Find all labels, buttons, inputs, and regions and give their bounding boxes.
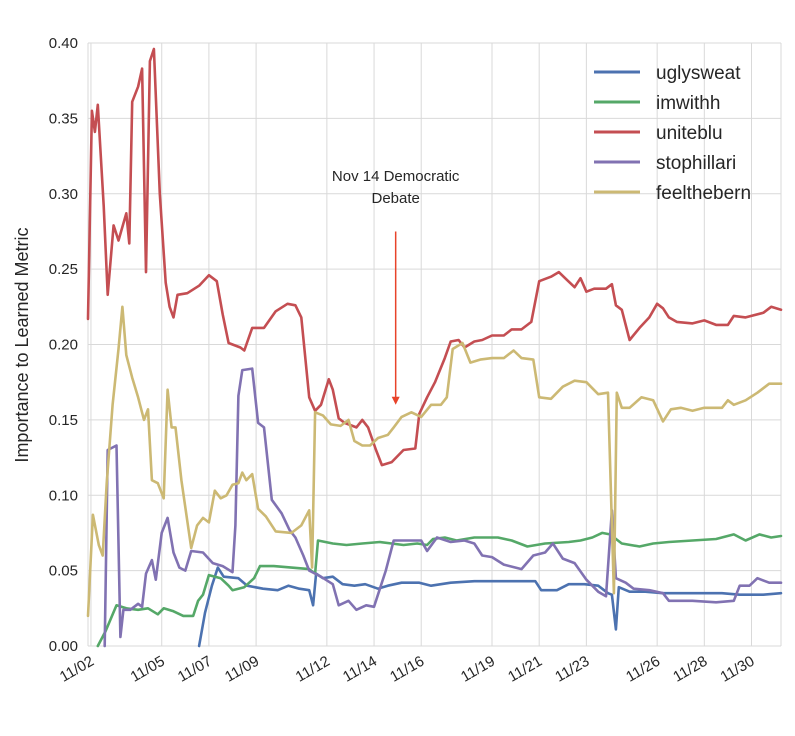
annotation-text-line: Nov 14 Democratic xyxy=(332,168,460,185)
y-tick-label: 0.20 xyxy=(49,337,78,354)
series-lines xyxy=(86,47,783,648)
series-line-imwithh xyxy=(96,531,783,648)
series-feelthebern xyxy=(86,305,783,618)
y-tick-label: 0.15 xyxy=(49,412,78,429)
y-axis-label: Importance to Learned Metric xyxy=(12,227,32,462)
series-line-feelthebern xyxy=(86,305,783,618)
annotation-arrow-head xyxy=(391,396,400,405)
legend-label-feelthebern: feelthebern xyxy=(656,183,751,204)
gridlines xyxy=(87,42,782,647)
series-imwithh xyxy=(96,531,783,648)
legend: uglysweat imwithh uniteblu stophillari feelt… xyxy=(594,63,751,204)
y-tick-label: 0.40 xyxy=(49,35,78,52)
y-tick-label: 0.30 xyxy=(49,186,78,203)
series-line-stophillari xyxy=(103,367,783,648)
series-uglysweat xyxy=(197,566,783,648)
series-line-uniteblu xyxy=(86,47,783,467)
y-axis-tick-labels: 0.00 0.05 0.10 0.15 0.20 0.25 0.30 0.35 0.40 xyxy=(49,35,78,655)
legend-label-imwithh: imwithh xyxy=(656,93,720,114)
y-tick-label: 0.35 xyxy=(49,110,78,127)
debate-annotation: Nov 14 Democratic Debate xyxy=(332,168,460,405)
series-line-uglysweat xyxy=(197,566,783,648)
legend-label-stophillari: stophillari xyxy=(656,153,736,174)
legend-label-uglysweat: uglysweat xyxy=(656,63,741,84)
y-tick-label: 0.10 xyxy=(49,487,78,504)
legend-label-uniteblu: uniteblu xyxy=(656,123,723,144)
annotation-text-line: Debate xyxy=(371,190,419,207)
series-uniteblu xyxy=(86,47,783,467)
y-tick-label: 0.00 xyxy=(49,638,78,655)
series-stophillari xyxy=(103,367,783,648)
y-tick-label: 0.05 xyxy=(49,563,78,580)
y-tick-label: 0.25 xyxy=(49,261,78,278)
